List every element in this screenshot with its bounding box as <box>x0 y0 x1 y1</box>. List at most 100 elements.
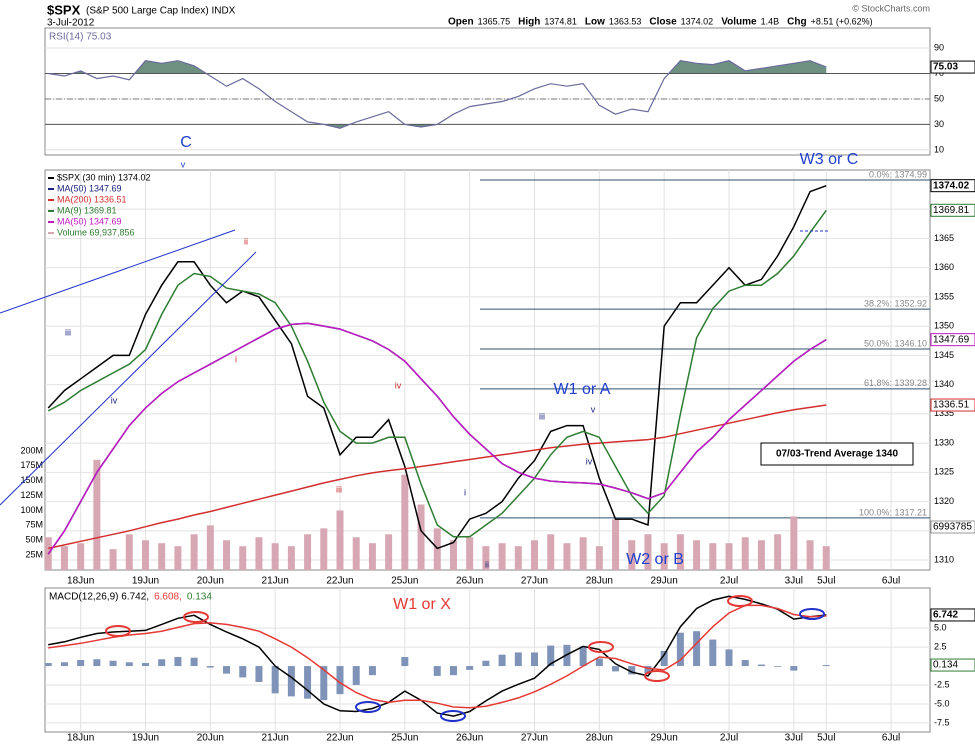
bar <box>401 474 409 570</box>
y2-tick-label: 50M <box>25 535 43 545</box>
y-tick-label: 10 <box>934 144 944 154</box>
bar <box>368 543 376 570</box>
bar <box>206 525 214 570</box>
value-tag-box <box>930 398 975 412</box>
note-box <box>760 442 914 466</box>
bar <box>806 540 814 570</box>
x-tick-label: 21Jun <box>262 733 289 744</box>
bar <box>628 666 636 675</box>
quote-value: +8.51 (+0.62%) <box>811 16 873 26</box>
bar <box>628 540 636 570</box>
quote-value: 1363.53 <box>609 16 642 26</box>
bar <box>531 652 539 667</box>
bar <box>547 534 555 570</box>
y-tick-label: 5.0 <box>934 623 947 633</box>
annotation: W1 or A <box>554 381 611 398</box>
x-tick-label: 22Jun <box>326 576 353 587</box>
value-tag-box <box>930 608 975 622</box>
bar <box>693 631 701 667</box>
value-tag-box <box>930 179 975 193</box>
bar <box>287 546 295 570</box>
bar <box>449 540 457 570</box>
bar <box>255 666 263 682</box>
crossover <box>355 701 381 713</box>
series-line <box>47 209 827 538</box>
bar <box>676 632 684 667</box>
annotation: v <box>591 404 596 414</box>
bar <box>385 534 393 570</box>
bar <box>741 660 749 667</box>
value-tag-box <box>930 203 975 217</box>
date: 3-Jul-2012 <box>47 18 95 29</box>
bar <box>822 665 830 667</box>
x-tick-label: 26Jun <box>456 576 483 587</box>
series-line <box>48 604 827 709</box>
bar <box>709 543 717 570</box>
quote-value: 1374.81 <box>544 16 577 26</box>
x-tick-label: 29Jun <box>651 576 678 587</box>
bar <box>579 537 587 570</box>
bar <box>466 666 474 670</box>
bar <box>401 656 409 667</box>
legend-label: 0.134 <box>187 592 212 603</box>
bar <box>498 543 506 570</box>
bar <box>644 534 652 570</box>
legend-label: RSI(14) 75.03 <box>49 32 112 43</box>
bar <box>757 540 765 570</box>
value-tag: 1374.02 <box>933 180 970 191</box>
bar <box>206 666 214 668</box>
x-tick-label: 18Jun <box>67 733 94 744</box>
y2-tick-label: 75M <box>25 520 43 530</box>
x-tick-label: 20Jun <box>197 576 224 587</box>
annotation: iii <box>539 411 545 421</box>
x-tick-label: 2Jul <box>720 733 738 744</box>
bar <box>336 666 344 695</box>
bar <box>595 658 603 667</box>
bar <box>579 646 587 667</box>
fib-label: 38.2%: 1352.92 <box>864 298 927 308</box>
bar <box>125 662 133 667</box>
crossover <box>183 611 209 623</box>
bar <box>125 534 133 570</box>
quote-value: 1.4B <box>761 16 780 26</box>
x-tick-label: 5Jul <box>817 733 835 744</box>
annotation: ii <box>485 559 489 569</box>
x-tick-label: 21Jun <box>262 576 289 587</box>
y-tick-label: -2.5 <box>934 679 950 689</box>
annotation: v <box>181 159 186 169</box>
bar <box>158 543 166 570</box>
bar <box>822 546 830 570</box>
bar <box>368 666 376 676</box>
bar <box>239 546 247 570</box>
x-tick-label: 25Jun <box>391 733 418 744</box>
quote-label: Chg <box>787 17 806 28</box>
value-tag: 1336.51 <box>933 400 970 411</box>
bar <box>612 666 620 672</box>
bar <box>190 534 198 570</box>
y2-tick-label: 100M <box>20 505 43 515</box>
bar <box>417 504 425 570</box>
bar <box>304 666 312 699</box>
bar <box>271 543 279 570</box>
x-tick-label: 28Jun <box>586 576 613 587</box>
legend-swatch <box>48 210 54 212</box>
bar <box>320 528 328 570</box>
annotation: iv <box>111 395 118 405</box>
y-tick-label: 1345 <box>934 350 954 360</box>
bar <box>547 645 555 667</box>
fib-label: 100.0%: 1317.21 <box>859 507 927 517</box>
legend-swatch <box>48 221 54 223</box>
quote-label: Volume <box>721 17 757 28</box>
y-tick-label: 1350 <box>934 321 954 331</box>
bar <box>531 540 539 570</box>
y-tick-label: -5.0 <box>934 698 950 708</box>
value-tag-box <box>930 333 975 347</box>
bar <box>563 543 571 570</box>
y2-tick-label: 25M <box>25 549 43 559</box>
bar <box>239 666 247 678</box>
bar <box>482 546 490 570</box>
crossover <box>105 625 131 637</box>
bar <box>287 666 295 697</box>
legend-label: MA(9) 1369.81 <box>57 205 117 215</box>
quote: Open 1365.75 High 1374.81 Low 1363.53 Close 137… <box>448 16 873 27</box>
